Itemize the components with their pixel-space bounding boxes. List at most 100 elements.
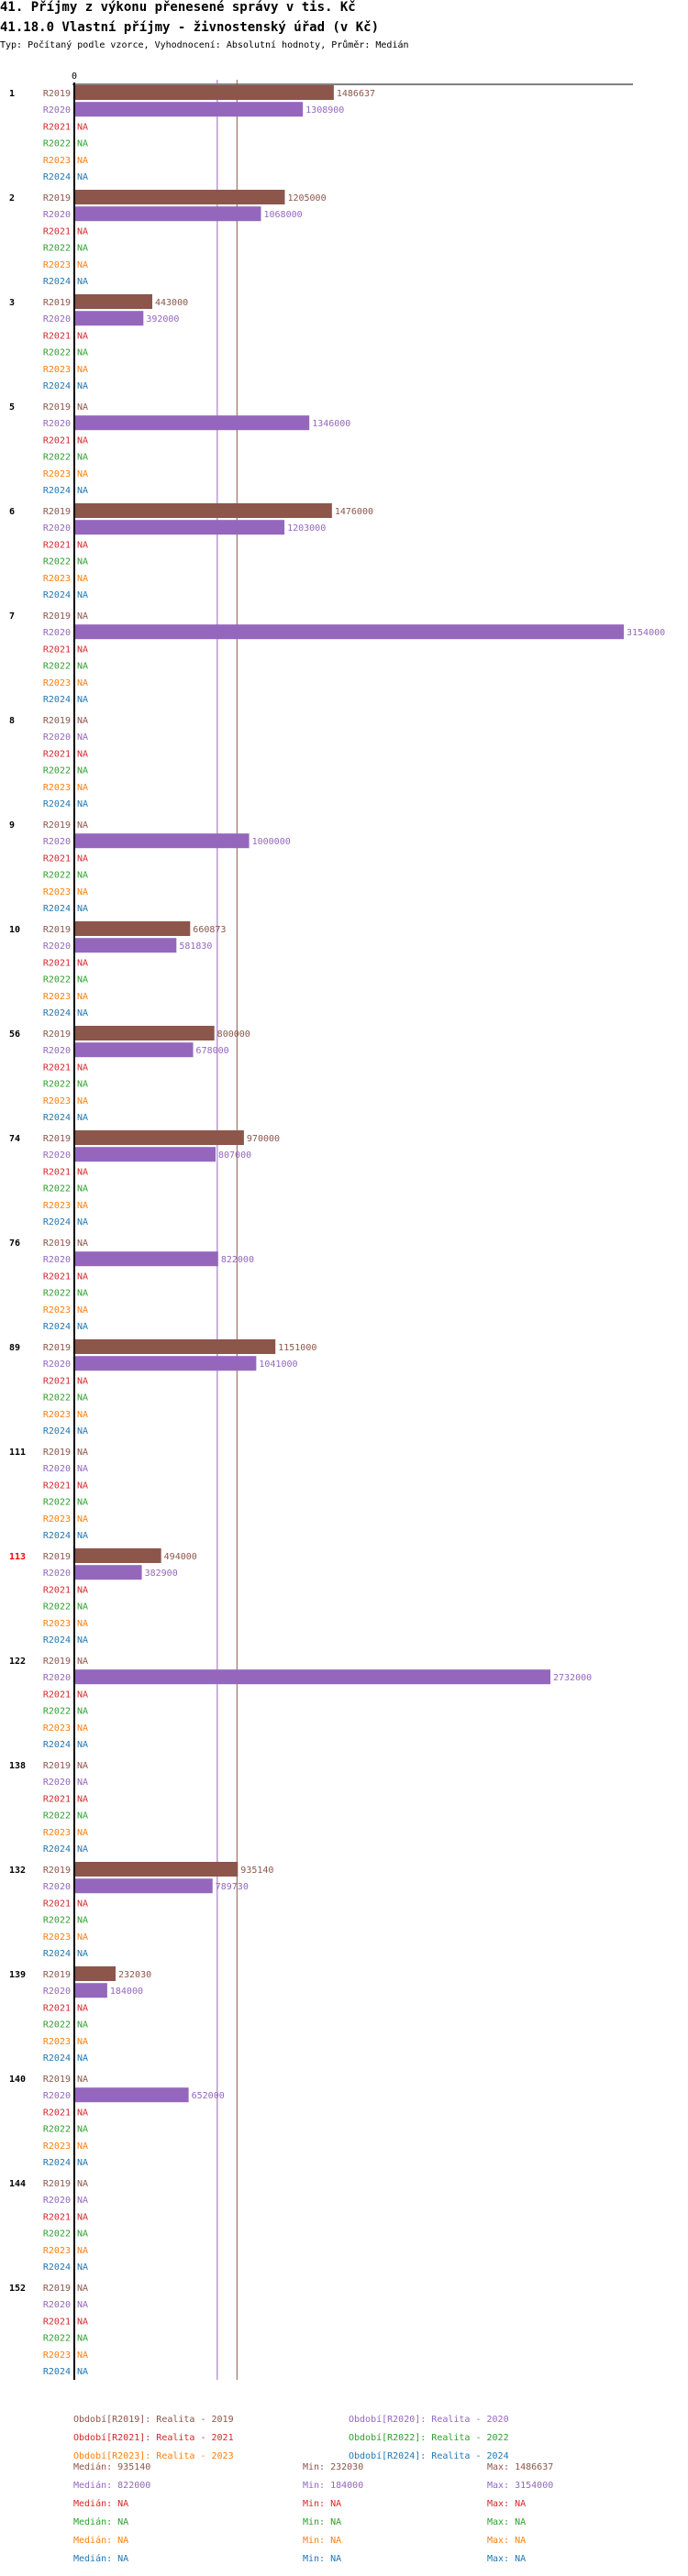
na-label: NA	[77, 1322, 88, 1332]
na-label: NA	[77, 1376, 88, 1386]
na-label: NA	[77, 2350, 88, 2361]
series-label: R2019	[43, 1448, 71, 1458]
series-label: R2021	[43, 2212, 71, 2222]
series-label: R2022	[43, 662, 71, 672]
na-label: NA	[77, 611, 88, 622]
series-label: R2019	[43, 2075, 71, 2085]
series-label: R2022	[43, 348, 71, 358]
series-label: R2023	[43, 2037, 71, 2047]
value-label: 3154000	[627, 628, 665, 638]
series-label: R2020	[43, 1569, 71, 1579]
series-label: R2020	[43, 1987, 71, 1997]
series-label: R2022	[43, 1393, 71, 1404]
na-label: NA	[77, 2125, 88, 2135]
series-label: R2020	[43, 1778, 71, 1788]
value-label: 2732000	[553, 1673, 592, 1683]
bar-r2019	[75, 1966, 116, 1981]
series-label: R2024	[43, 1113, 71, 1123]
na-label: NA	[77, 904, 88, 914]
bar-r2020	[75, 1147, 216, 1162]
na-label: NA	[77, 695, 88, 705]
na-label: NA	[77, 2284, 88, 2294]
chart-description: Typ: Počítaný podle vzorce, Vyhodnocení:…	[0, 40, 409, 50]
series-label: R2021	[43, 644, 71, 655]
series-label: R2023	[43, 1932, 71, 1943]
na-label: NA	[77, 1828, 88, 1838]
series-label: R2023	[43, 678, 71, 688]
series-label: R2020	[43, 1255, 71, 1265]
series-label: R2024	[43, 1008, 71, 1018]
series-label: R2021	[43, 1690, 71, 1700]
na-label: NA	[77, 1113, 88, 1123]
na-label: NA	[77, 975, 88, 985]
bar-r2020	[75, 833, 250, 849]
series-label: R2020	[43, 1150, 71, 1161]
series-label: R2021	[43, 1899, 71, 1909]
series-label: R2023	[43, 574, 71, 584]
na-label: NA	[77, 1707, 88, 1717]
series-label: R2020	[43, 419, 71, 429]
series-label: R2023	[43, 365, 71, 375]
na-label: NA	[77, 574, 88, 584]
series-label: R2020	[43, 941, 71, 952]
series-label: R2023	[43, 1096, 71, 1106]
na-label: NA	[77, 1899, 88, 1909]
x-tick-label: 0	[72, 72, 77, 82]
bar-r2019	[75, 85, 334, 100]
stat-max: Max: NA	[487, 2517, 527, 2527]
series-label: R2022	[43, 766, 71, 776]
na-label: NA	[77, 2212, 88, 2222]
series-label: R2021	[43, 2108, 71, 2118]
na-label: NA	[77, 2075, 88, 2085]
series-label: R2022	[43, 975, 71, 985]
na-label: NA	[77, 2158, 88, 2168]
series-label: R2019	[43, 2284, 71, 2294]
na-label: NA	[77, 732, 88, 743]
na-label: NA	[77, 1635, 88, 1646]
na-label: NA	[77, 1448, 88, 1458]
series-label: R2019	[43, 1657, 71, 1667]
series-label: R2022	[43, 2229, 71, 2240]
series-label: R2019	[43, 1552, 71, 1562]
bar-r2020	[75, 1983, 107, 1998]
na-label: NA	[77, 2229, 88, 2240]
value-label: 1476000	[335, 507, 373, 517]
series-label: R2021	[43, 1481, 71, 1491]
stat-median: Medián: NA	[73, 2554, 129, 2564]
bar-r2019	[75, 1026, 215, 1040]
value-label: 392000	[146, 314, 179, 325]
na-label: NA	[77, 1393, 88, 1404]
value-label: 789730	[216, 1882, 249, 1892]
na-label: NA	[77, 331, 88, 341]
series-label: R2024	[43, 172, 71, 182]
na-label: NA	[77, 1184, 88, 1194]
na-label: NA	[77, 2020, 88, 2031]
series-label: R2020	[43, 1360, 71, 1370]
na-label: NA	[77, 1498, 88, 1508]
value-label: 443000	[155, 298, 188, 308]
na-label: NA	[77, 1481, 88, 1491]
na-label: NA	[77, 678, 88, 688]
group-label: 8	[9, 716, 15, 726]
bar-r2019	[75, 1862, 239, 1877]
series-label: R2019	[43, 1866, 71, 1876]
bar-r2019	[75, 1130, 244, 1145]
stat-max: Max: 1486637	[487, 2462, 554, 2472]
value-label: 1203000	[287, 523, 326, 534]
na-label: NA	[77, 1096, 88, 1106]
bar-r2020	[75, 1251, 218, 1267]
bar-r2019	[75, 190, 285, 204]
chart-title: 41. Příjmy z výkonu přenesené správy v t…	[0, 0, 356, 15]
na-label: NA	[77, 1740, 88, 1750]
stat-min: Min: NA	[303, 2499, 342, 2509]
na-label: NA	[77, 1916, 88, 1926]
bar-r2020	[75, 102, 304, 117]
series-label: R2024	[43, 1740, 71, 1750]
chart-subtitle: 41.18.0 Vlastní příjmy - živnostenský úř…	[0, 20, 380, 35]
na-label: NA	[77, 2262, 88, 2273]
stat-max: Max: 3154000	[487, 2481, 554, 2491]
group-label: 7	[9, 611, 15, 622]
value-label: 1205000	[287, 193, 326, 204]
series-label: R2023	[43, 2246, 71, 2256]
na-label: NA	[77, 1585, 88, 1595]
